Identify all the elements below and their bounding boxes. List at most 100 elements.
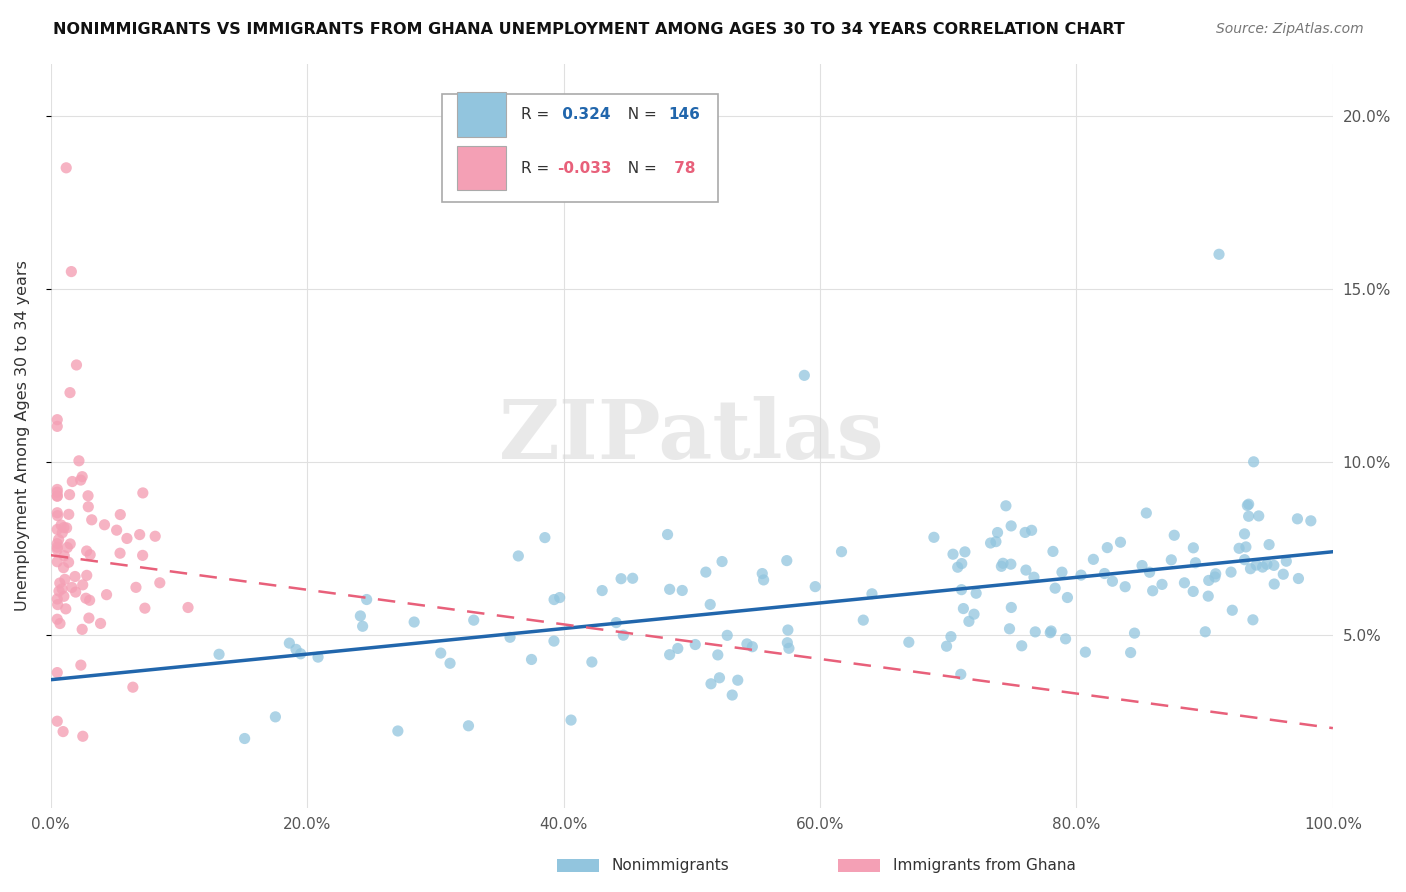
Point xyxy=(998,622,1021,636)
Point xyxy=(752,573,775,587)
Point xyxy=(1194,624,1216,639)
Point xyxy=(591,583,613,598)
Point xyxy=(290,647,312,661)
Point xyxy=(1042,544,1064,558)
Point xyxy=(1056,591,1078,605)
Point xyxy=(79,548,101,562)
Point xyxy=(1263,558,1285,573)
Point xyxy=(1011,639,1033,653)
Text: N =: N = xyxy=(617,161,661,176)
Point xyxy=(1220,603,1243,617)
Point xyxy=(852,613,875,627)
Point xyxy=(132,486,155,500)
Point xyxy=(80,513,103,527)
Point xyxy=(963,607,986,622)
Point xyxy=(49,616,72,631)
Point xyxy=(581,655,603,669)
Point xyxy=(793,368,815,383)
Text: Immigrants from Ghana: Immigrants from Ghana xyxy=(893,858,1076,872)
Point xyxy=(149,575,172,590)
Point xyxy=(307,650,329,665)
Point xyxy=(1236,499,1258,513)
Point xyxy=(105,523,128,537)
Point xyxy=(952,601,974,615)
Point xyxy=(1239,562,1261,576)
Point xyxy=(658,582,681,597)
Point xyxy=(128,527,150,541)
FancyBboxPatch shape xyxy=(441,94,717,202)
Point xyxy=(716,628,738,642)
Point xyxy=(60,581,83,595)
Point xyxy=(96,588,118,602)
Point xyxy=(776,553,799,567)
Point xyxy=(942,547,965,561)
Point xyxy=(58,508,80,522)
Point xyxy=(70,658,93,673)
Point xyxy=(860,587,883,601)
Point xyxy=(72,578,94,592)
Point xyxy=(131,549,153,563)
Point xyxy=(778,641,800,656)
Point xyxy=(1142,583,1164,598)
Point xyxy=(46,506,69,520)
Point xyxy=(77,500,100,514)
Point xyxy=(457,719,479,733)
Point xyxy=(52,724,75,739)
Point xyxy=(534,531,557,545)
Point xyxy=(48,584,70,599)
Point xyxy=(53,549,76,563)
Point xyxy=(63,569,86,583)
Point xyxy=(560,713,582,727)
Point xyxy=(946,560,969,574)
Point xyxy=(707,648,730,662)
Point xyxy=(520,652,543,666)
Point xyxy=(1182,541,1205,555)
Point xyxy=(610,572,633,586)
Point xyxy=(543,634,565,648)
Point xyxy=(463,613,485,627)
Point xyxy=(134,601,156,615)
Point xyxy=(1054,632,1077,646)
Point xyxy=(980,536,1002,550)
Point xyxy=(46,598,69,612)
Point xyxy=(51,582,73,596)
Point xyxy=(1043,581,1066,595)
Point xyxy=(950,582,973,597)
Point xyxy=(76,544,98,558)
Point xyxy=(46,541,69,555)
Point xyxy=(233,731,256,746)
Point xyxy=(1000,600,1022,615)
Point xyxy=(831,544,853,558)
Point xyxy=(935,639,957,653)
Text: 0.324: 0.324 xyxy=(557,107,610,121)
Point xyxy=(70,469,93,483)
Point xyxy=(1160,553,1182,567)
Point xyxy=(65,358,87,372)
Point xyxy=(90,616,112,631)
Point xyxy=(52,560,75,574)
Point xyxy=(55,521,77,535)
Point xyxy=(1256,558,1278,572)
Point xyxy=(48,533,70,547)
Point xyxy=(349,609,371,624)
Point xyxy=(121,680,143,694)
Text: ZIPatlas: ZIPatlas xyxy=(499,396,884,475)
Text: NONIMMIGRANTS VS IMMIGRANTS FROM GHANA UNEMPLOYMENT AMONG AGES 30 TO 34 YEARS CO: NONIMMIGRANTS VS IMMIGRANTS FROM GHANA U… xyxy=(53,22,1125,37)
Point xyxy=(612,628,634,642)
Text: Source: ZipAtlas.com: Source: ZipAtlas.com xyxy=(1216,22,1364,37)
Point xyxy=(1243,455,1265,469)
Point xyxy=(741,640,763,654)
Point xyxy=(1150,577,1173,591)
Point xyxy=(1074,645,1097,659)
Point xyxy=(1237,497,1260,511)
Point xyxy=(52,520,75,534)
Point xyxy=(46,412,69,426)
Point xyxy=(1163,528,1185,542)
FancyBboxPatch shape xyxy=(457,92,506,136)
Point xyxy=(46,485,69,500)
Text: -0.033: -0.033 xyxy=(557,161,612,176)
Point xyxy=(1208,247,1230,261)
Point xyxy=(776,623,799,637)
Point xyxy=(711,555,734,569)
Point xyxy=(55,602,77,616)
